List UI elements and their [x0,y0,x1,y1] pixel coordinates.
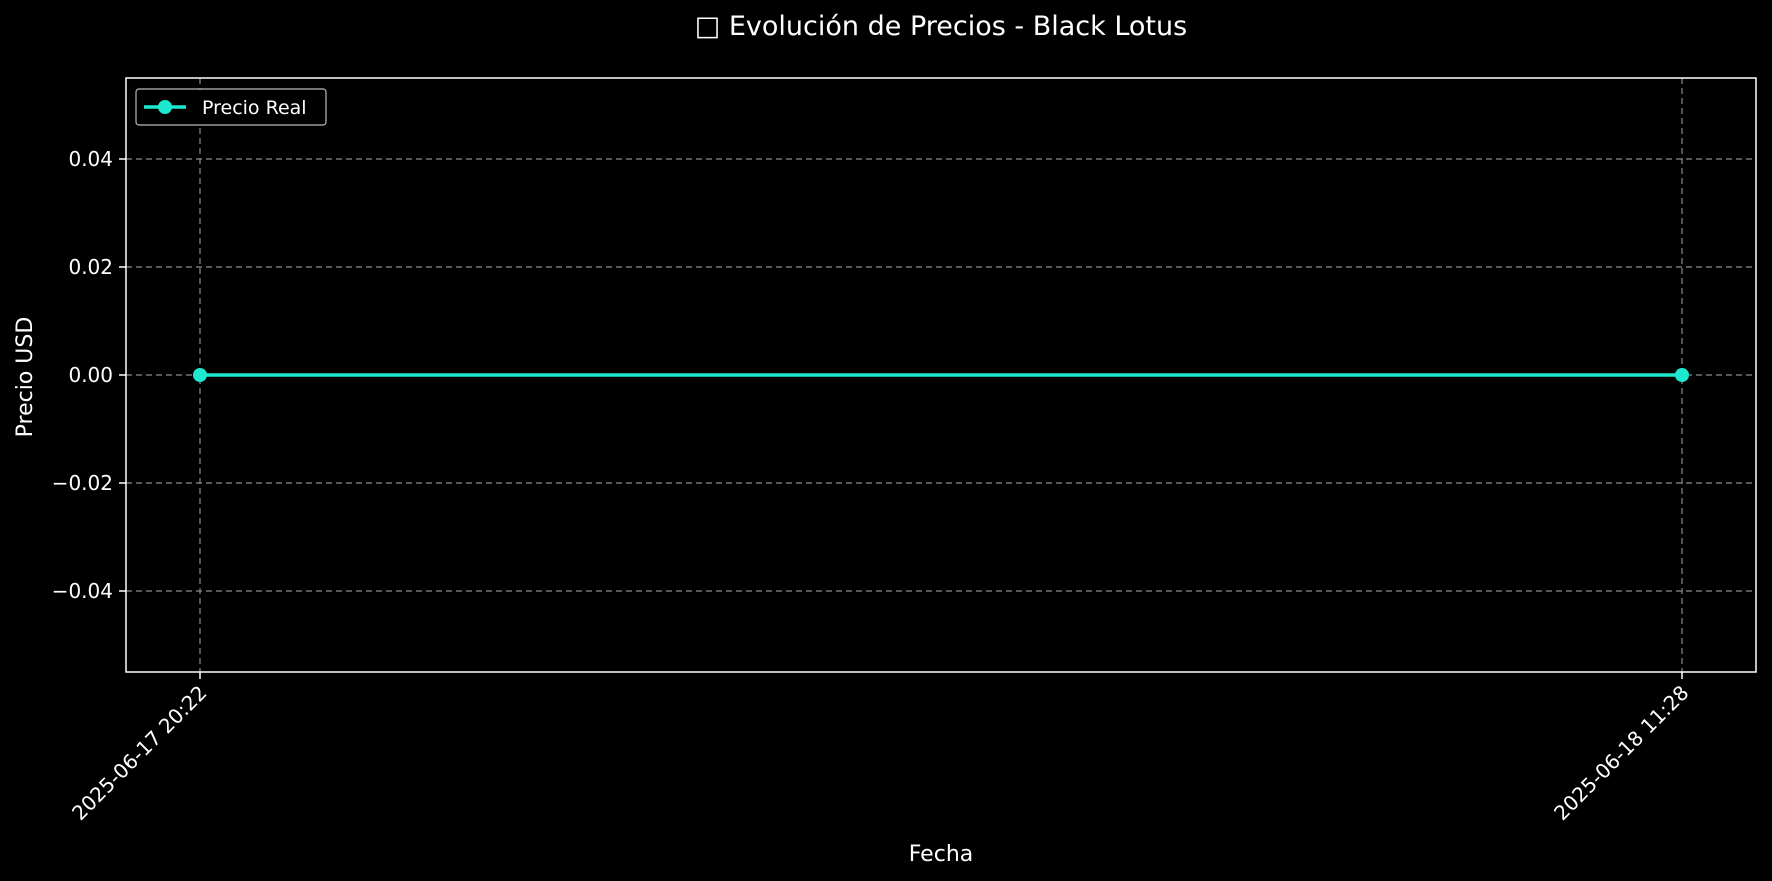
legend-label: Precio Real [202,97,307,119]
legend-marker-swatch [158,100,172,114]
legend-box [135,88,327,126]
y-tick-label: −0.04 [52,579,113,603]
series-layer [193,368,1689,382]
y-axis-label: Precio USD [13,317,38,438]
chart-title: □ Evolución de Precios - Black Lotus [695,11,1187,42]
y-axis-ticks: 0.04 0.02 0.00 −0.02 −0.04 [52,147,126,603]
plot-frame [125,77,1757,673]
y-tick-label: 0.04 [68,147,113,171]
y-tick-label: 0.02 [68,255,113,279]
data-point [193,368,207,382]
y-tick-label: 0.00 [68,363,113,387]
y-tick-label: −0.02 [52,471,113,495]
x-axis-label: Fecha [909,842,974,867]
legend: Precio Real [135,88,327,126]
data-point [1675,368,1689,382]
